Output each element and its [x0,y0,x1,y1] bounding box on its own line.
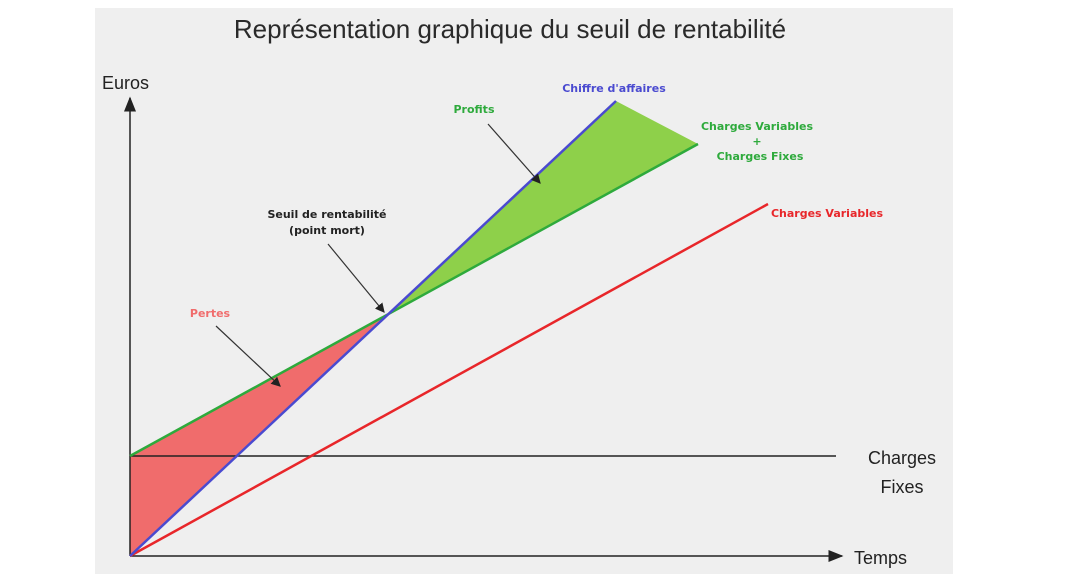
x-axis-label: Temps [854,548,907,568]
total-costs-line [129,142,699,458]
total-costs-label-3: Charges Fixes [717,150,804,163]
total-costs-label-1: Charges Variables [701,120,814,133]
diagram-title: Représentation graphique du seuil de ren… [233,14,787,44]
total-costs-label-2: + [752,135,761,148]
losses-pointer-arrow [215,325,281,387]
profits-region [386,101,698,316]
y-axis-label: Euros [102,73,149,93]
fixed-costs-axis-label-2: Fixes [880,477,923,497]
break-even-label-1: Seuil de rentabilité [267,208,386,221]
variable-costs-label: Charges Variables [771,207,884,220]
profits-pointer-arrow [487,123,541,184]
losses-label: Pertes [190,307,231,320]
fixed-costs-axis-label-1: Charges [868,448,936,468]
profits-label: Profits [453,103,494,116]
break-even-label-2: (point mort) [289,224,365,237]
diagram-background [95,8,953,574]
revenue-label: Chiffre d'affaires [562,82,666,95]
variable-costs-line [129,202,769,558]
break-even-pointer-arrow [327,243,385,313]
